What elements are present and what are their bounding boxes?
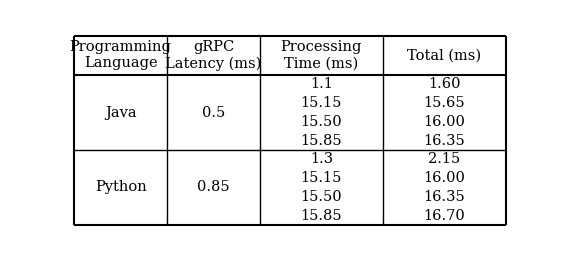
Text: 16.00: 16.00 xyxy=(423,115,465,129)
Text: 15.15: 15.15 xyxy=(301,171,342,185)
Text: 1.60: 1.60 xyxy=(428,77,461,91)
Text: 0.85: 0.85 xyxy=(197,180,230,194)
Text: 15.85: 15.85 xyxy=(301,209,342,222)
Text: 15.50: 15.50 xyxy=(301,115,342,129)
Text: gRPC
Latency (ms): gRPC Latency (ms) xyxy=(165,40,261,71)
Text: 16.35: 16.35 xyxy=(423,190,465,204)
Text: 2.15: 2.15 xyxy=(428,152,461,166)
Text: 0.5: 0.5 xyxy=(202,105,225,120)
Text: Programming
Language: Programming Language xyxy=(70,40,171,70)
Text: 15.15: 15.15 xyxy=(301,96,342,110)
Text: 16.70: 16.70 xyxy=(423,209,465,222)
Text: 15.85: 15.85 xyxy=(301,134,342,148)
Text: 16.00: 16.00 xyxy=(423,171,465,185)
Text: 15.50: 15.50 xyxy=(301,190,342,204)
Text: 1.1: 1.1 xyxy=(310,77,333,91)
Text: 1.3: 1.3 xyxy=(310,152,333,166)
Text: 15.65: 15.65 xyxy=(423,96,465,110)
Text: 16.35: 16.35 xyxy=(423,134,465,148)
Text: Python: Python xyxy=(95,180,147,194)
Text: Processing
Time (ms): Processing Time (ms) xyxy=(281,40,362,70)
Text: Total (ms): Total (ms) xyxy=(408,48,482,62)
Text: Java: Java xyxy=(105,105,136,120)
